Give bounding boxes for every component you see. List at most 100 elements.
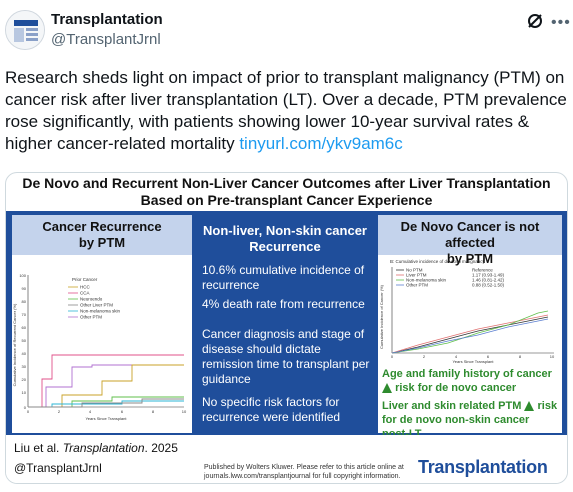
de-novo-legend: No PTM Reference Liver PTM 1.17 (0.93-1.49…	[396, 268, 505, 288]
legend-hr: 1.17 (0.93-1.49)	[472, 273, 505, 278]
tweet-header: Transplantation @TransplantJrnl •••	[5, 8, 571, 54]
de-novo-head-2: by PTM	[446, 251, 494, 266]
x-tick: 10	[182, 409, 187, 414]
legend-title: Prior Cancer	[72, 277, 98, 282]
legend-item: Neuroendo	[80, 297, 103, 302]
x-tick: 2	[423, 354, 426, 359]
more-icon[interactable]: •••	[551, 14, 571, 31]
journal-logo: Transplantation	[418, 457, 548, 477]
middle-panel-head: Non-liver, Non-skin cancer Recurrence	[196, 223, 374, 255]
y-tick: 70	[22, 312, 27, 317]
y-tick: 40	[22, 351, 27, 356]
curve-other-liver-ptm	[28, 398, 184, 408]
recurrence-panel: Cancer Recurrence by PTM Cumulative Inci…	[12, 215, 192, 433]
x-tick: 8	[152, 409, 155, 414]
legend-item: Other PTM	[80, 315, 102, 320]
arrow-up-icon	[524, 401, 535, 412]
y-tick: 50	[22, 338, 27, 343]
middle-point-4: No specific risk factors for recurrence …	[202, 395, 341, 424]
finding-ptm-line-2: risk	[537, 400, 558, 412]
tweet-body: Research sheds light on impact of prior …	[5, 68, 567, 153]
y-tick: 60	[22, 325, 27, 330]
de-novo-xlabel: Years Since Transplant	[453, 359, 495, 364]
legend-item: Non-melanoma skin	[406, 278, 447, 283]
y-tick: 0	[24, 405, 27, 410]
middle-head-2: Recurrence	[249, 239, 321, 254]
recurrence-chart: Cumulative Incidence of Recurrent Cancer…	[12, 273, 187, 421]
x-tick: 4	[455, 354, 458, 359]
curve-non-melanoma-skin	[28, 400, 184, 408]
middle-point-1: 10.6% cumulative incidence of recurrence	[202, 263, 365, 292]
legend-item: Other PTM	[406, 283, 428, 288]
finding-age-line-1: Age and family history of cancer	[382, 368, 552, 380]
curve-non-melanoma-skin	[391, 310, 549, 354]
curve-liver-ptm	[391, 314, 549, 354]
infographic-footer: Liu et al. Transplantation. 2025 @Transp…	[6, 435, 567, 483]
arrow-up-icon	[382, 383, 392, 394]
finding-age-family: Age and family history of cancer risk fo…	[382, 367, 560, 395]
y-tick: 80	[22, 299, 27, 304]
x-tick: 8	[519, 354, 522, 359]
y-tick: 20	[22, 377, 27, 382]
curve-hcc	[28, 364, 184, 408]
citation-journal: Transplantation	[62, 441, 145, 455]
finding-age-line-2: risk for de novo cancer	[395, 382, 517, 394]
curve-no-ptm	[391, 316, 549, 354]
x-tick: 10	[550, 354, 555, 359]
y-tick: 10	[22, 390, 27, 395]
recurrence-panel-head: Cancer Recurrence by PTM	[12, 215, 192, 255]
citation: Liu et al. Transplantation. 2025	[14, 441, 178, 455]
curve-other-ptm	[391, 318, 549, 354]
de-novo-chart-title: B: Cumulative incidence of de-novo malig…	[390, 259, 486, 264]
de-novo-panel: De Novo Cancer is not affected by PTM B:…	[378, 215, 562, 440]
middle-head-1: Non-liver, Non-skin cancer	[203, 223, 367, 238]
recurrence-head-2: by PTM	[78, 235, 126, 250]
title-line-2: Based on Pre-transplant Cancer Experienc…	[140, 192, 433, 208]
legend-item: HCC	[80, 285, 90, 290]
tweet-text: Research sheds light on impact of prior …	[5, 67, 567, 155]
curve-other-ptm	[28, 364, 184, 408]
publisher-line-2: journals.lww.com/transplantjournal for f…	[204, 473, 401, 480]
finding-liver-skin: Liver and skin related PTM risk for de n…	[382, 399, 560, 441]
citation-author: Liu et al.	[14, 441, 63, 455]
legend-item: CCA	[80, 291, 90, 296]
legend-hr: 1.46 (0.81-2.42)	[472, 278, 505, 283]
publisher-note: Published by Wolters Kluwer. Please refe…	[204, 463, 434, 481]
de-novo-panel-head: De Novo Cancer is not affected by PTM	[378, 215, 562, 266]
x-tick: 2	[58, 409, 61, 414]
recurrence-head-1: Cancer Recurrence	[42, 219, 162, 234]
middle-point-3: Cancer diagnosis and stage of disease sh…	[202, 327, 370, 386]
finding-ptm-line-1: Liver and skin related PTM	[382, 400, 522, 412]
recurrence-legend: Prior Cancer HCC CCA Neuroendo Other Liv…	[68, 277, 121, 320]
x-tick: 6	[487, 354, 490, 359]
citation-year: . 2025	[144, 441, 178, 455]
finding-ptm-line-3: for de novo non-skin cancer	[382, 414, 530, 426]
de-novo-ylabel: Cumulative Incidence of Cancer (%)	[379, 284, 384, 349]
journal-avatar[interactable]	[5, 10, 45, 50]
legend-item: Liver PTM	[406, 273, 427, 278]
tweet-link[interactable]: tinyurl.com/ykv9am6c	[239, 134, 403, 153]
y-tick: 90	[22, 286, 27, 291]
legend-hr: Reference	[472, 268, 493, 273]
grok-icon[interactable]	[526, 12, 544, 30]
y-tick: 100	[19, 273, 26, 278]
x-tick: 0	[391, 354, 394, 359]
recurrence-xlabel: Years Since Transplant	[86, 416, 128, 421]
recurrence-ylabel: Cumulative Incidence of Recurrent Cancer…	[12, 303, 17, 386]
account-handle[interactable]: @TransplantJrnl	[51, 31, 161, 48]
legend-item: Non-melanoma skin	[80, 309, 121, 314]
legend-item: No PTM	[406, 268, 423, 273]
account-name[interactable]: Transplantation	[51, 11, 163, 28]
infographic-title: De Novo and Recurrent Non-Liver Cancer O…	[6, 175, 567, 209]
y-tick: 30	[22, 364, 27, 369]
publisher-line-1: Published by Wolters Kluwer. Please refe…	[204, 464, 404, 471]
title-line-1: De Novo and Recurrent Non-Liver Cancer O…	[22, 175, 551, 191]
x-tick: 4	[89, 409, 92, 414]
footer-handle: @TransplantJrnl	[14, 461, 102, 475]
middle-point-2: 4% death rate from recurrence	[202, 297, 365, 311]
infographic-image[interactable]: De Novo and Recurrent Non-Liver Cancer O…	[5, 172, 568, 484]
curve-neuroendo	[28, 396, 184, 408]
x-tick: 6	[121, 409, 124, 414]
legend-hr: 0.88 (0.52-1.50)	[472, 283, 505, 288]
x-tick: 0	[27, 409, 30, 414]
